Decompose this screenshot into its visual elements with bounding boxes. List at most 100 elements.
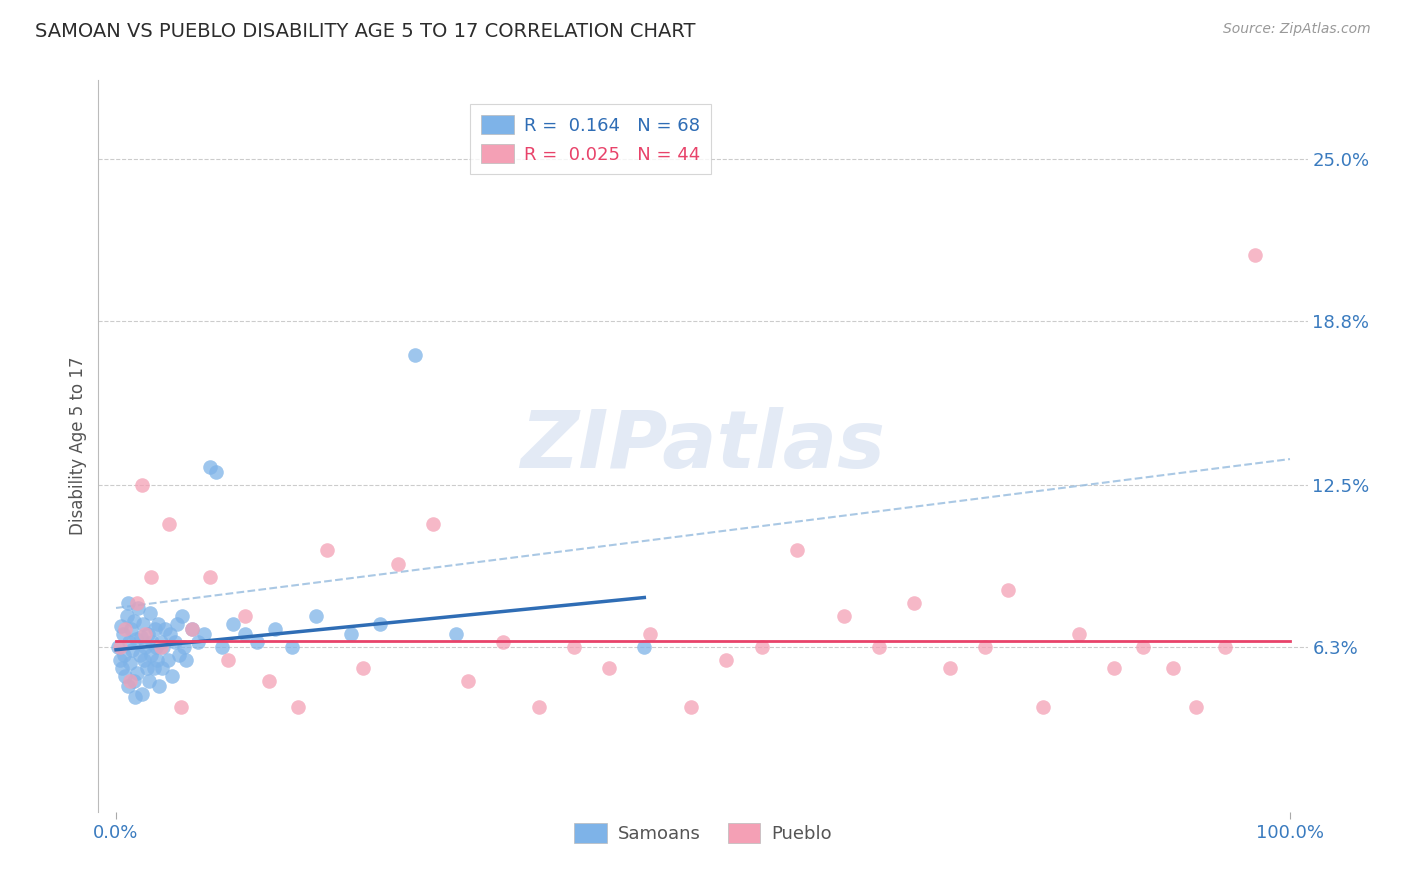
Point: [120, 674, 142, 689]
Point: [340, 627, 363, 641]
Point: [114, 669, 136, 683]
Point: [868, 640, 890, 655]
Point: [122, 614, 145, 628]
Point: [115, 608, 138, 623]
Point: [181, 622, 204, 636]
Point: [527, 700, 550, 714]
Point: [121, 642, 143, 657]
Point: [316, 543, 339, 558]
Point: [112, 648, 135, 662]
Point: [457, 674, 479, 689]
Point: [118, 635, 141, 649]
Point: [169, 700, 191, 714]
Text: SAMOAN VS PUEBLO DISABILITY AGE 5 TO 17 CORRELATION CHART: SAMOAN VS PUEBLO DISABILITY AGE 5 TO 17 …: [35, 22, 696, 41]
Point: [134, 653, 156, 667]
Point: [903, 596, 925, 610]
Point: [112, 627, 135, 641]
Point: [562, 640, 585, 655]
Point: [233, 627, 256, 641]
Point: [1132, 640, 1154, 655]
Point: [832, 608, 855, 623]
Point: [633, 640, 655, 655]
Point: [368, 616, 391, 631]
Point: [146, 653, 169, 667]
Point: [1102, 661, 1125, 675]
Point: [287, 700, 309, 714]
Point: [716, 653, 738, 667]
Point: [169, 648, 191, 662]
Point: [131, 478, 153, 492]
Point: [117, 596, 139, 610]
Y-axis label: Disability Age 5 to 17: Disability Age 5 to 17: [69, 357, 87, 535]
Legend: Samoans, Pueblo: Samoans, Pueblo: [567, 816, 839, 850]
Point: [1161, 661, 1184, 675]
Point: [997, 582, 1019, 597]
Point: [156, 653, 179, 667]
Point: [136, 627, 159, 641]
Point: [352, 661, 374, 675]
Point: [150, 661, 173, 675]
Point: [122, 674, 145, 689]
Point: [127, 666, 149, 681]
Point: [973, 640, 995, 655]
Point: [114, 622, 136, 636]
Point: [111, 661, 134, 675]
Point: [1032, 700, 1054, 714]
Point: [125, 632, 148, 647]
Point: [159, 627, 181, 641]
Point: [134, 640, 156, 655]
Point: [1243, 248, 1265, 262]
Point: [233, 608, 256, 623]
Point: [108, 640, 131, 655]
Point: [751, 640, 773, 655]
Point: [187, 635, 209, 649]
Point: [422, 517, 444, 532]
Point: [281, 640, 304, 655]
Point: [304, 608, 326, 623]
Point: [149, 640, 172, 655]
Point: [141, 648, 163, 662]
Point: [117, 679, 139, 693]
Point: [127, 596, 149, 610]
Point: [157, 517, 180, 532]
Point: [681, 700, 703, 714]
Point: [135, 661, 157, 675]
Point: [149, 635, 172, 649]
Point: [446, 627, 468, 641]
Point: [404, 348, 426, 362]
Point: [127, 601, 149, 615]
Point: [107, 640, 129, 655]
Point: [152, 640, 174, 655]
Point: [176, 653, 198, 667]
Point: [145, 640, 167, 655]
Text: Source: ZipAtlas.com: Source: ZipAtlas.com: [1223, 22, 1371, 37]
Point: [129, 630, 152, 644]
Point: [492, 635, 515, 649]
Point: [128, 648, 150, 662]
Point: [217, 653, 239, 667]
Point: [108, 653, 131, 667]
Point: [120, 656, 142, 670]
Point: [143, 622, 166, 636]
Point: [170, 608, 193, 623]
Point: [139, 606, 162, 620]
Point: [110, 619, 132, 633]
Point: [132, 616, 155, 631]
Point: [181, 622, 204, 636]
Point: [246, 635, 269, 649]
Point: [938, 661, 960, 675]
Point: [120, 622, 142, 636]
Point: [222, 616, 245, 631]
Point: [163, 635, 186, 649]
Point: [198, 569, 221, 583]
Point: [173, 640, 195, 655]
Point: [211, 640, 233, 655]
Point: [166, 616, 188, 631]
Point: [131, 687, 153, 701]
Point: [124, 690, 146, 704]
Point: [638, 627, 661, 641]
Point: [786, 543, 808, 558]
Point: [263, 622, 285, 636]
Point: [193, 627, 215, 641]
Point: [134, 627, 156, 641]
